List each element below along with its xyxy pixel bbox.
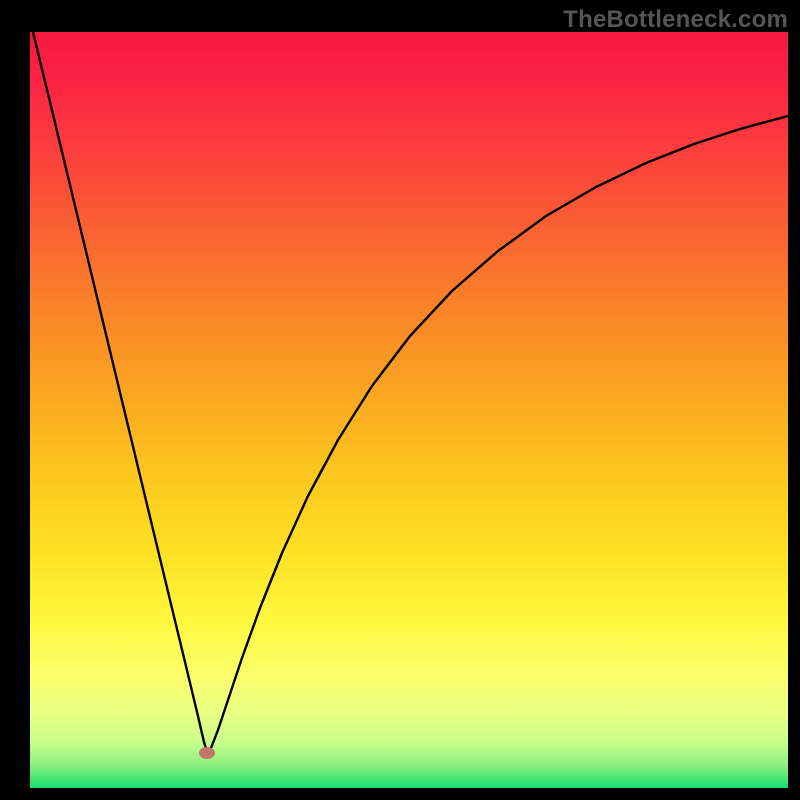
curve-layer bbox=[0, 0, 800, 800]
chart-container: TheBottleneck.com bbox=[0, 0, 800, 800]
minimum-marker bbox=[199, 747, 215, 759]
watermark-text: TheBottleneck.com bbox=[563, 6, 788, 34]
bottleneck-curve bbox=[33, 32, 788, 752]
